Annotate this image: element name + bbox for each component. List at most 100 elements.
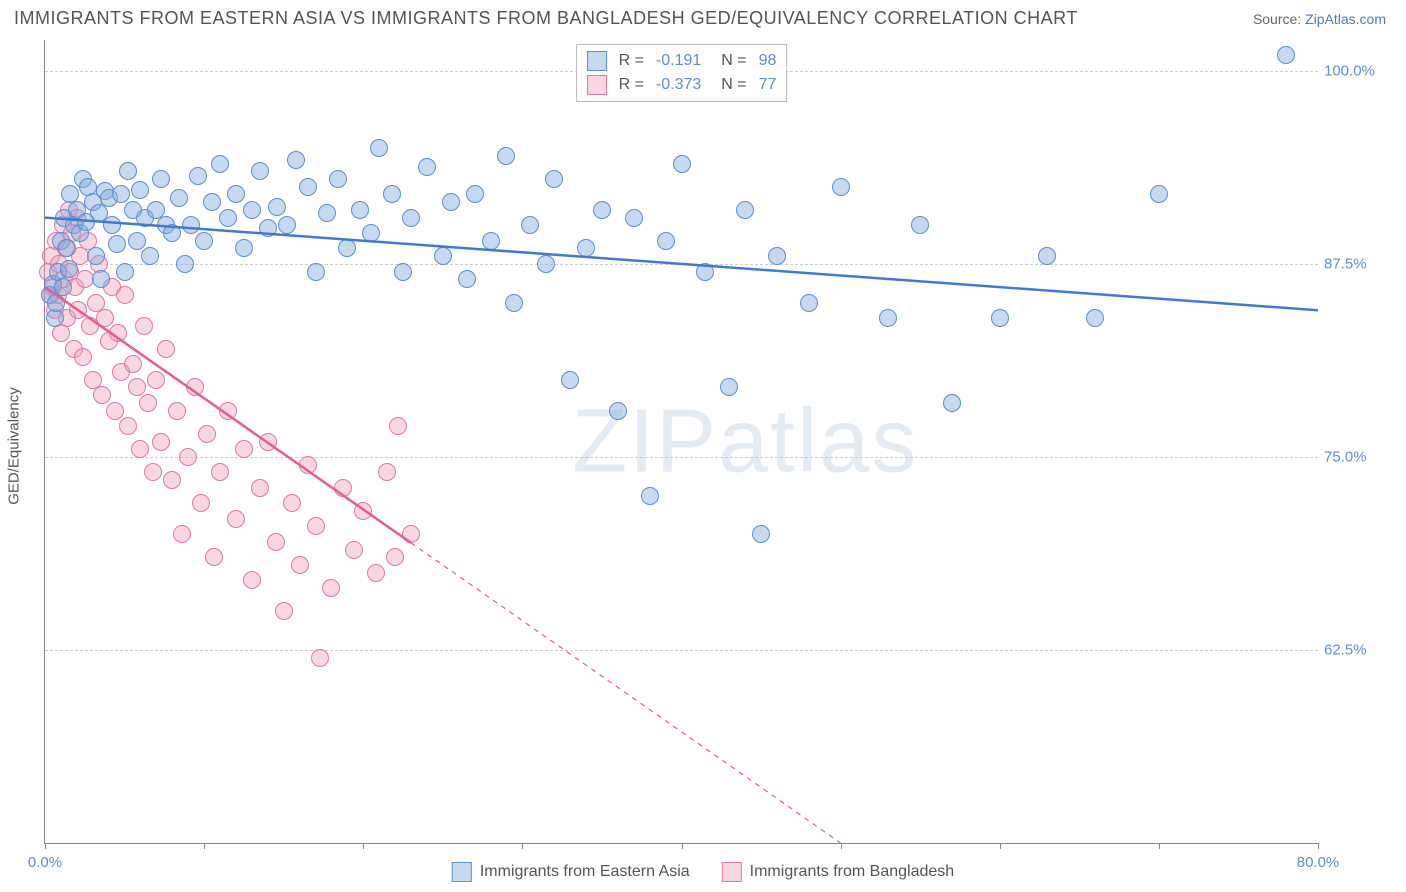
data-point <box>268 198 286 216</box>
data-point <box>92 270 110 288</box>
data-point <box>96 309 114 327</box>
data-point <box>139 394 157 412</box>
x-tick <box>45 843 46 849</box>
data-point <box>152 170 170 188</box>
data-point <box>189 167 207 185</box>
source-link[interactable]: ZipAtlas.com <box>1305 11 1386 27</box>
data-point <box>128 232 146 250</box>
data-point <box>109 324 127 342</box>
data-point <box>211 463 229 481</box>
x-tick <box>204 843 205 849</box>
data-point <box>116 263 134 281</box>
data-point <box>673 155 691 173</box>
data-point <box>219 402 237 420</box>
data-point <box>198 425 216 443</box>
data-point <box>736 201 754 219</box>
data-point <box>227 510 245 528</box>
gridline-h <box>45 264 1318 265</box>
data-point <box>116 286 134 304</box>
y-tick-label: 62.5% <box>1324 641 1394 658</box>
data-point <box>497 147 515 165</box>
data-point <box>318 204 336 222</box>
legend-label: Immigrants from Bangladesh <box>750 863 955 881</box>
x-tick-label: 0.0% <box>28 854 62 871</box>
data-point <box>1086 309 1104 327</box>
y-axis-title: GED/Equivalency <box>6 387 23 505</box>
correlation-legend: R =-0.191N =98R =-0.373N =77 <box>576 44 788 102</box>
data-point <box>205 548 223 566</box>
data-point <box>46 309 64 327</box>
data-point <box>219 209 237 227</box>
data-point <box>943 394 961 412</box>
data-point <box>283 494 301 512</box>
chart-plot-area: ZIPatlas R =-0.191N =98R =-0.373N =77 62… <box>44 40 1318 844</box>
series-legend: Immigrants from Eastern Asia Immigrants f… <box>452 862 954 882</box>
n-label: N = <box>721 73 746 97</box>
data-point <box>60 260 78 278</box>
data-point <box>521 216 539 234</box>
data-point <box>299 178 317 196</box>
data-point <box>124 355 142 373</box>
y-tick-label: 75.0% <box>1324 448 1394 465</box>
data-point <box>991 309 1009 327</box>
x-tick <box>1000 843 1001 849</box>
chart-title: IMMIGRANTS FROM EASTERN ASIA VS IMMIGRAN… <box>14 8 1078 29</box>
legend-swatch <box>587 75 607 95</box>
n-value: 98 <box>759 49 777 73</box>
data-point <box>1038 247 1056 265</box>
data-point <box>128 378 146 396</box>
legend-row: R =-0.373N =77 <box>587 73 777 97</box>
data-point <box>561 371 579 389</box>
data-point <box>87 247 105 265</box>
data-point <box>418 158 436 176</box>
y-tick-label: 87.5% <box>1324 255 1394 272</box>
n-label: N = <box>721 49 746 73</box>
data-point <box>108 235 126 253</box>
legend-swatch <box>452 862 472 882</box>
legend-item: Immigrants from Eastern Asia <box>452 862 690 882</box>
data-point <box>329 170 347 188</box>
data-point <box>378 463 396 481</box>
data-point <box>195 232 213 250</box>
data-point <box>625 209 643 227</box>
data-point <box>170 189 188 207</box>
data-point <box>243 571 261 589</box>
data-point <box>434 247 452 265</box>
data-point <box>251 162 269 180</box>
data-point <box>768 247 786 265</box>
data-point <box>345 541 363 559</box>
data-point <box>696 263 714 281</box>
data-point <box>278 216 296 234</box>
data-point <box>466 185 484 203</box>
data-point <box>657 232 675 250</box>
data-point <box>152 433 170 451</box>
data-point <box>259 219 277 237</box>
data-point <box>267 533 285 551</box>
legend-label: Immigrants from Eastern Asia <box>480 863 690 881</box>
data-point <box>394 263 412 281</box>
data-point <box>157 340 175 358</box>
source-prefix: Source: <box>1253 11 1305 27</box>
data-point <box>911 216 929 234</box>
data-point <box>119 162 137 180</box>
data-point <box>235 440 253 458</box>
data-point <box>367 564 385 582</box>
data-point <box>144 463 162 481</box>
data-point <box>251 479 269 497</box>
n-value: 77 <box>759 73 777 97</box>
data-point <box>641 487 659 505</box>
data-point <box>58 239 76 257</box>
gridline-h <box>45 650 1318 651</box>
data-point <box>800 294 818 312</box>
r-label: R = <box>619 49 644 73</box>
data-point <box>338 239 356 257</box>
data-point <box>291 556 309 574</box>
data-point <box>545 170 563 188</box>
legend-swatch <box>587 51 607 71</box>
x-tick <box>841 843 842 849</box>
data-point <box>322 579 340 597</box>
data-point <box>163 471 181 489</box>
data-point <box>832 178 850 196</box>
data-point <box>182 216 200 234</box>
data-point <box>176 255 194 273</box>
